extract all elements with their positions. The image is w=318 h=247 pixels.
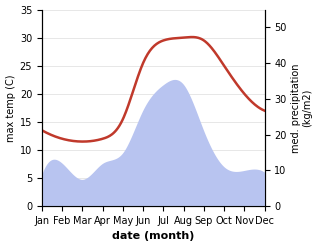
X-axis label: date (month): date (month) (112, 231, 194, 242)
Y-axis label: med. precipitation
(kg/m2): med. precipitation (kg/m2) (291, 63, 313, 153)
Y-axis label: max temp (C): max temp (C) (5, 74, 16, 142)
